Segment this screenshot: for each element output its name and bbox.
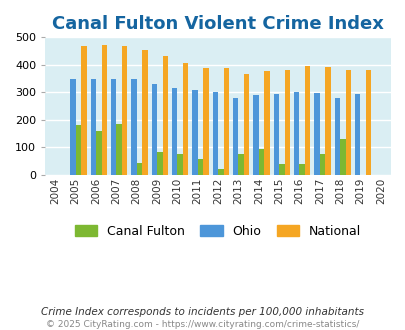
Bar <box>258 149 264 175</box>
Bar <box>81 46 86 175</box>
Bar <box>345 70 350 175</box>
Bar <box>157 151 162 175</box>
Bar <box>319 153 324 175</box>
Bar <box>264 71 269 175</box>
Bar <box>313 93 319 175</box>
Bar <box>365 70 371 175</box>
Bar <box>304 66 310 175</box>
Bar <box>273 94 278 175</box>
Bar <box>182 63 188 175</box>
Bar <box>278 164 284 175</box>
Bar <box>75 125 81 175</box>
Bar <box>197 159 203 175</box>
Bar <box>151 83 157 175</box>
Bar <box>299 164 304 175</box>
Bar <box>142 50 147 175</box>
Bar <box>203 68 208 175</box>
Bar <box>171 88 177 175</box>
Bar <box>212 92 217 175</box>
Bar <box>162 56 168 175</box>
Text: © 2025 CityRating.com - https://www.cityrating.com/crime-statistics/: © 2025 CityRating.com - https://www.city… <box>46 320 359 329</box>
Bar <box>192 90 197 175</box>
Bar <box>90 79 96 175</box>
Title: Canal Fulton Violent Crime Index: Canal Fulton Violent Crime Index <box>52 15 383 33</box>
Bar <box>334 98 339 175</box>
Bar <box>284 70 290 175</box>
Bar <box>217 169 223 175</box>
Bar <box>177 153 182 175</box>
Bar <box>116 124 121 175</box>
Bar <box>122 47 127 175</box>
Bar <box>70 79 75 175</box>
Bar <box>101 45 107 175</box>
Bar <box>293 92 299 175</box>
Bar <box>232 98 238 175</box>
Bar <box>243 74 249 175</box>
Bar <box>238 153 243 175</box>
Bar <box>131 79 136 175</box>
Bar <box>223 68 228 175</box>
Bar <box>111 80 116 175</box>
Bar <box>354 94 360 175</box>
Text: Crime Index corresponds to incidents per 100,000 inhabitants: Crime Index corresponds to incidents per… <box>41 307 364 317</box>
Legend: Canal Fulton, Ohio, National: Canal Fulton, Ohio, National <box>70 220 365 243</box>
Bar <box>96 131 101 175</box>
Bar <box>339 139 345 175</box>
Bar <box>324 67 330 175</box>
Bar <box>136 163 142 175</box>
Bar <box>253 95 258 175</box>
